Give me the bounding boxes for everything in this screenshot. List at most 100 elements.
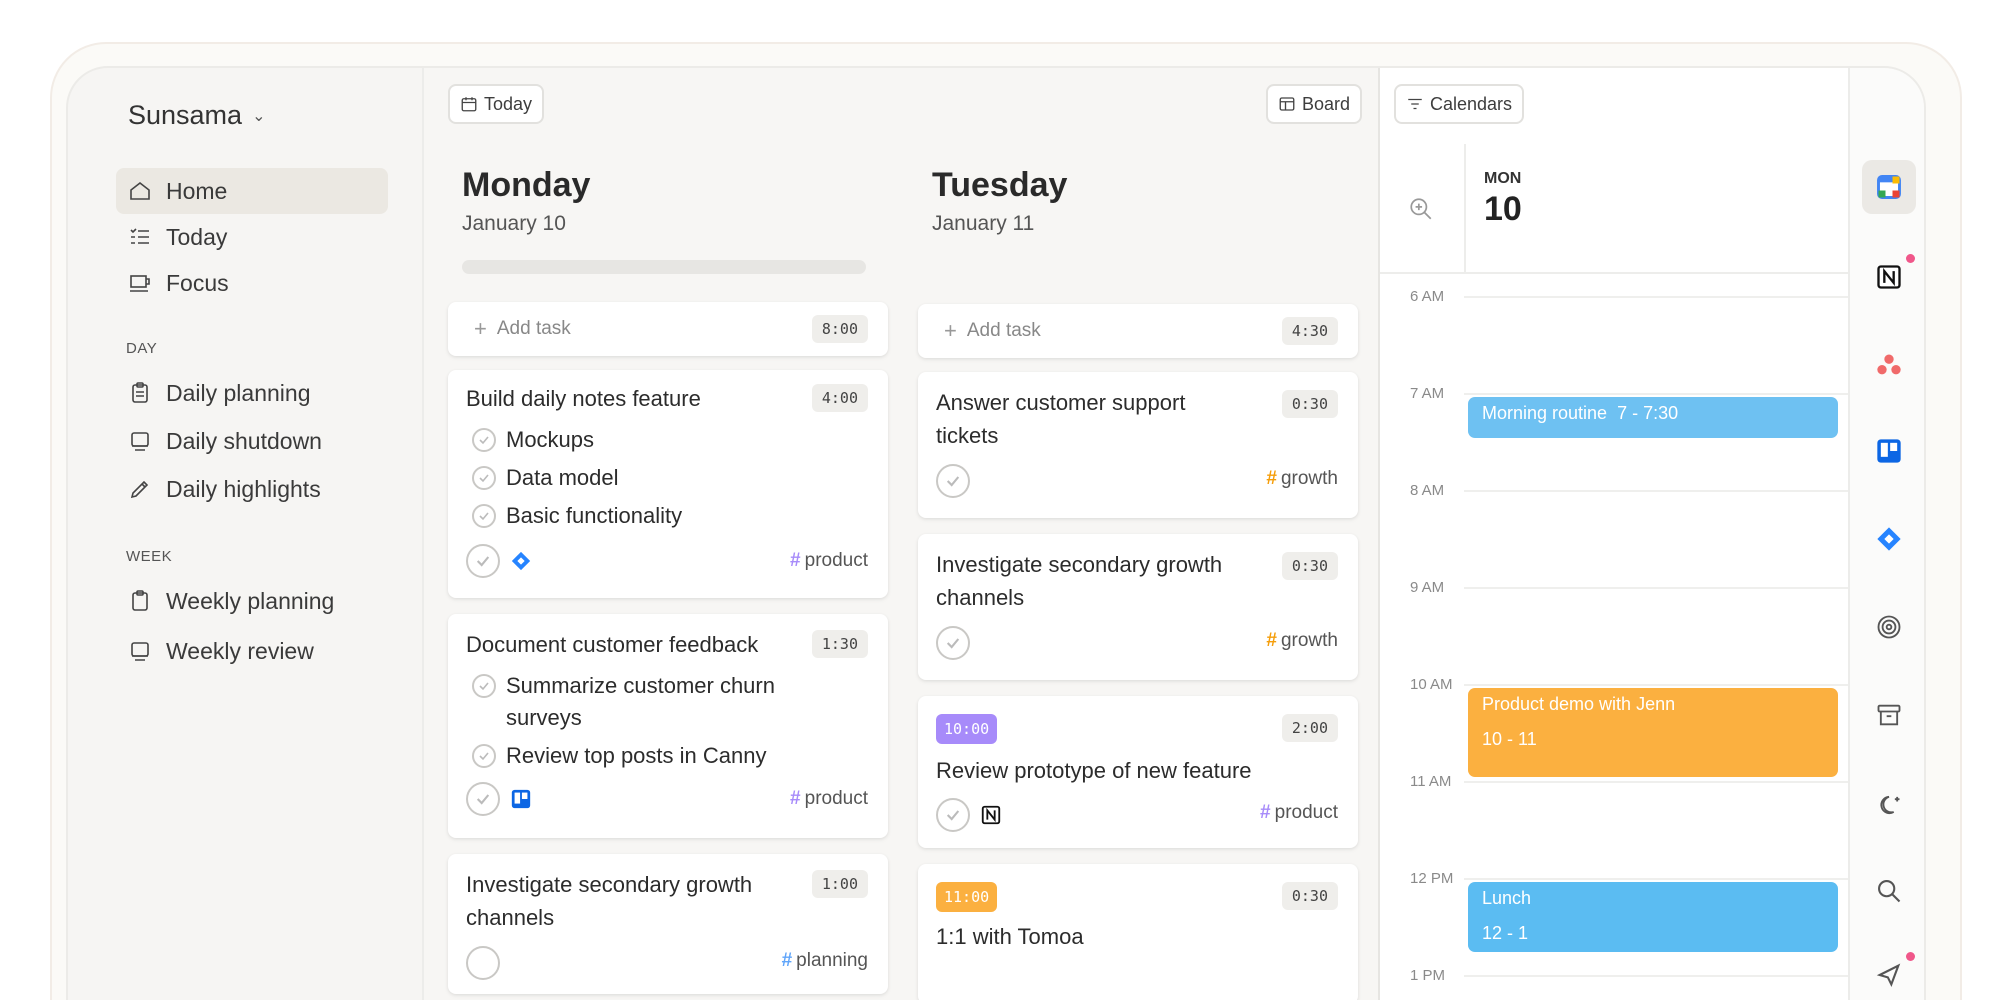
calendar-header-divider: [1464, 144, 1466, 274]
task-tag[interactable]: # growth: [1266, 468, 1338, 489]
hour-label: 7 AM: [1410, 385, 1445, 402]
check-icon[interactable]: [472, 428, 496, 452]
rail-google-calendar[interactable]: [1862, 160, 1916, 214]
notion-icon: [1877, 265, 1901, 289]
trello-icon: [1877, 439, 1901, 463]
hour-label: 1 PM: [1410, 967, 1446, 984]
sidebar-item-daily-shutdown[interactable]: Daily shutdown: [116, 418, 388, 464]
workspace-switcher[interactable]: Sunsama ⌄: [128, 100, 265, 131]
calendars-button[interactable]: Calendars: [1394, 84, 1525, 124]
board: Today Board Monday January 10 + Add task…: [422, 68, 1380, 1000]
complete-task-button[interactable]: [936, 464, 970, 498]
task-tag[interactable]: # product: [790, 550, 868, 571]
sidebar: Sunsama ⌄ Home Today Focus DAY Daily pla…: [68, 68, 422, 1000]
start-time-badge[interactable]: 11:00: [936, 882, 998, 912]
calendars-label: Calendars: [1430, 93, 1513, 114]
rail-search[interactable]: [1862, 864, 1916, 918]
task-tag[interactable]: # planning: [781, 950, 868, 971]
zoom-in-icon[interactable]: [1408, 196, 1434, 222]
task-card[interactable]: 10:00 2:00 Review prototype of new featu…: [918, 696, 1358, 848]
event-time: 12 - 1: [1482, 923, 1529, 943]
rail-send[interactable]: [1862, 948, 1916, 1000]
task-card[interactable]: Investigate secondary growth channels 1:…: [448, 854, 888, 994]
check-icon[interactable]: [472, 504, 496, 528]
add-task-label: Add task: [966, 320, 1041, 341]
rail-asana[interactable]: [1862, 338, 1916, 392]
subtask[interactable]: Data model: [472, 462, 619, 494]
complete-task-button[interactable]: [936, 626, 970, 660]
notion-icon: [981, 805, 1001, 825]
hour-label: 12 PM: [1410, 870, 1454, 887]
event-title: Lunch: [1482, 888, 1532, 908]
complete-task-button[interactable]: [466, 782, 500, 816]
rail-trello[interactable]: [1862, 424, 1916, 478]
sidebar-item-weekly-planning[interactable]: Weekly planning: [116, 578, 388, 624]
rail-archive[interactable]: [1862, 688, 1916, 742]
today-button[interactable]: Today: [448, 84, 545, 124]
complete-task-button[interactable]: [936, 798, 970, 832]
check-icon[interactable]: [472, 466, 496, 490]
task-tag[interactable]: # product: [1260, 802, 1338, 823]
calendar-event[interactable]: Product demo with Jenn 10 - 11: [1468, 688, 1838, 777]
target-icon: [1877, 615, 1901, 639]
calendar-panel: Calendars MON 10 6 AM 7 AM 8 AM 9 AM 10 AM 11…: [1380, 68, 1848, 1000]
sidebar-item-label: Today: [166, 223, 228, 250]
planned-time-badge: 4:30: [1281, 317, 1338, 345]
moon-icon: [1880, 795, 1900, 815]
sidebar-item-home[interactable]: Home: [116, 168, 388, 214]
task-card[interactable]: Investigate secondary growth channels 0:…: [918, 534, 1358, 680]
complete-task-button[interactable]: [466, 946, 500, 980]
sidebar-item-daily-planning[interactable]: Daily planning: [116, 370, 388, 416]
pen-icon: [130, 480, 149, 499]
sidebar-item-weekly-review[interactable]: Weekly review: [116, 628, 388, 674]
tag-label: product: [1274, 802, 1338, 823]
focus-icon: [130, 275, 150, 292]
board-label: Board: [1301, 93, 1350, 114]
calendar-event[interactable]: Lunch 12 - 1: [1468, 882, 1838, 952]
task-card[interactable]: Document customer feedback 1:30 Summariz…: [448, 614, 888, 838]
hour-gridline: [1464, 587, 1848, 589]
jira-icon: [1877, 527, 1901, 551]
asana-icon: [1877, 354, 1901, 375]
notification-dot: [1906, 254, 1915, 263]
add-task-button[interactable]: + Add task 8:00: [448, 302, 888, 356]
subtask[interactable]: Review top posts in Canny: [472, 740, 766, 772]
rail-night-mode[interactable]: [1862, 778, 1916, 832]
task-tag[interactable]: # product: [790, 788, 868, 809]
sidebar-item-daily-highlights[interactable]: Daily highlights: [116, 466, 388, 512]
hour-gridline: [1464, 393, 1848, 395]
task-time-badge: 4:00: [811, 384, 868, 412]
start-time-badge[interactable]: 10:00: [936, 714, 998, 744]
planned-time-badge: 8:00: [811, 315, 868, 343]
send-icon: [1876, 963, 1901, 987]
sidebar-item-today[interactable]: Today: [116, 214, 388, 260]
task-card[interactable]: Build daily notes feature 4:00 Mockups D…: [448, 370, 888, 598]
task-time-badge: 1:00: [811, 870, 868, 898]
task-card[interactable]: 11:00 0:30 1:1 with Tomoa: [918, 864, 1358, 1000]
subtask[interactable]: Summarize customer churn surveys: [472, 670, 852, 734]
plus-icon: +: [474, 316, 487, 341]
check-icon[interactable]: [472, 744, 496, 768]
subtask[interactable]: Mockups: [472, 424, 594, 456]
task-tag[interactable]: # growth: [1266, 630, 1338, 651]
task-title: Investigate secondary growth channels: [936, 552, 1223, 610]
rail-jira[interactable]: [1862, 512, 1916, 566]
add-task-button[interactable]: + Add task 4:30: [918, 304, 1358, 358]
add-task-label: Add task: [496, 318, 571, 339]
sidebar-item-label: Daily highlights: [166, 475, 321, 502]
event-time: 7 - 7:30: [1617, 403, 1679, 423]
subtask-label: Mockups: [506, 427, 595, 452]
check-icon[interactable]: [472, 674, 496, 698]
sidebar-item-focus[interactable]: Focus: [116, 260, 388, 306]
hour-label: 8 AM: [1410, 482, 1445, 499]
calendar-event[interactable]: Morning routine 7 - 7:30: [1468, 397, 1838, 438]
board-view-button[interactable]: Board: [1265, 84, 1362, 124]
subtask[interactable]: Basic functionality: [472, 500, 682, 532]
task-time-badge: 1:30: [811, 630, 868, 658]
rail-goals[interactable]: [1862, 600, 1916, 654]
task-card[interactable]: Answer customer support tickets 0:30 # gr…: [918, 372, 1358, 518]
tag-label: planning: [796, 950, 868, 971]
rail-notion[interactable]: [1862, 250, 1916, 304]
complete-task-button[interactable]: [466, 544, 500, 578]
jira-icon: [511, 551, 531, 571]
